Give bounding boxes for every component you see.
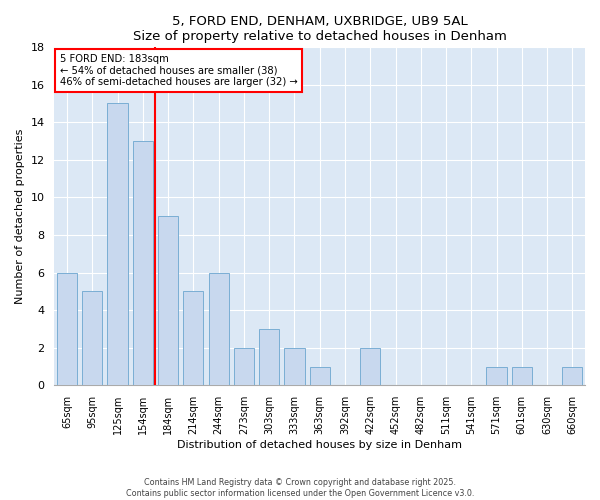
Bar — [512, 366, 532, 386]
Bar — [133, 141, 153, 386]
Bar — [82, 292, 103, 386]
X-axis label: Distribution of detached houses by size in Denham: Distribution of detached houses by size … — [177, 440, 462, 450]
Bar — [562, 366, 583, 386]
Title: 5, FORD END, DENHAM, UXBRIDGE, UB9 5AL
Size of property relative to detached hou: 5, FORD END, DENHAM, UXBRIDGE, UB9 5AL S… — [133, 15, 506, 43]
Bar — [107, 104, 128, 386]
Y-axis label: Number of detached properties: Number of detached properties — [15, 128, 25, 304]
Bar — [487, 366, 506, 386]
Bar — [259, 329, 279, 386]
Bar — [209, 272, 229, 386]
Text: 5 FORD END: 183sqm
← 54% of detached houses are smaller (38)
46% of semi-detache: 5 FORD END: 183sqm ← 54% of detached hou… — [60, 54, 298, 87]
Bar — [360, 348, 380, 386]
Text: Contains HM Land Registry data © Crown copyright and database right 2025.
Contai: Contains HM Land Registry data © Crown c… — [126, 478, 474, 498]
Bar — [183, 292, 203, 386]
Bar — [234, 348, 254, 386]
Bar — [284, 348, 305, 386]
Bar — [158, 216, 178, 386]
Bar — [310, 366, 330, 386]
Bar — [57, 272, 77, 386]
